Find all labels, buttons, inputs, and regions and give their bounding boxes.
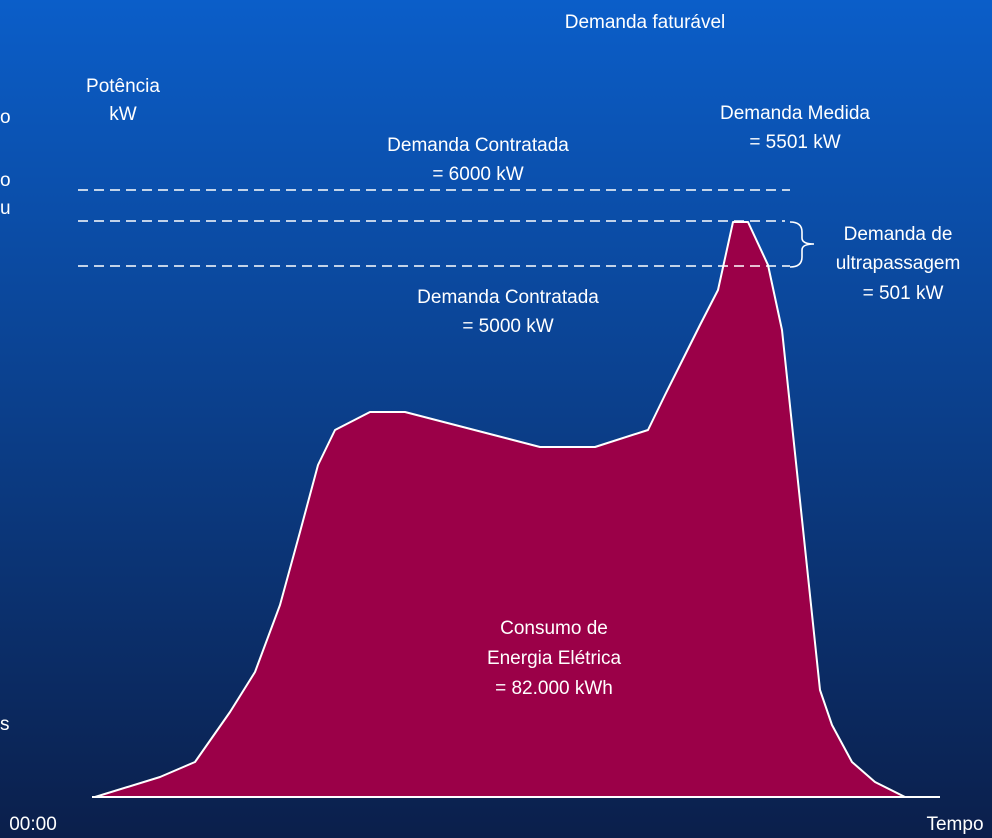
- annotation: Demanda de: [844, 224, 953, 245]
- dashed-levels: [78, 189, 790, 267]
- edge-fragment: u: [0, 198, 11, 219]
- title: Demanda faturável: [565, 12, 726, 33]
- edge-fragment: s: [0, 714, 10, 735]
- annotation: = 5501 kW: [749, 132, 840, 153]
- annotation: Demanda Contratada: [387, 135, 569, 156]
- x-axis-label: Tempo: [926, 814, 983, 835]
- brace: [789, 221, 815, 268]
- annotation: Demanda Contratada: [417, 287, 599, 308]
- y-axis-label: kW: [109, 104, 137, 125]
- x-axis-start: 00:00: [9, 814, 57, 835]
- annotation: Energia Elétrica: [487, 648, 622, 669]
- annotation: = 5000 kW: [462, 316, 553, 337]
- annotation: = 501 kW: [863, 283, 944, 304]
- annotation: Consumo de: [500, 618, 608, 639]
- annotation: Demanda Medida: [720, 103, 870, 124]
- edge-fragment: o: [0, 170, 11, 191]
- annotation: = 82.000 kWh: [495, 678, 613, 699]
- load-curve: [94, 221, 906, 798]
- annotation: ultrapassagem: [836, 253, 961, 274]
- annotation: = 6000 kW: [432, 164, 523, 185]
- edge-fragment: o: [0, 107, 11, 128]
- y-axis-label: Potência: [86, 76, 160, 97]
